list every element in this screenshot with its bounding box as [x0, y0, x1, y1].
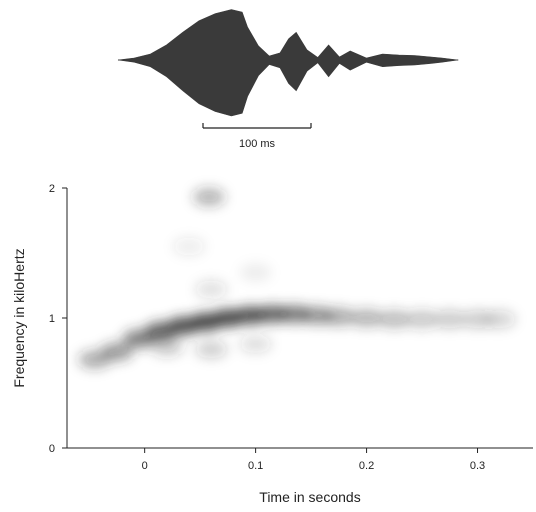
spectrogram-cell	[195, 280, 228, 299]
spectrogram-cell	[483, 310, 516, 329]
waveform-envelope	[117, 9, 459, 117]
spectrogram-cell	[406, 310, 439, 329]
x-ticks: 0 0.1 0.2 0.3	[142, 448, 485, 472]
y-tick-label: 0	[49, 443, 55, 455]
spectrogram-cell	[239, 335, 272, 353]
spectrogram-panel: 0 0.1 0.2 0.3 0 1 2 Time in seconds Frequency…	[11, 183, 533, 505]
spectrogram-cell	[173, 237, 206, 256]
x-axis-title: Time in seconds	[259, 489, 360, 505]
spectrogram-cell	[195, 340, 228, 359]
spectrogram-cell	[193, 188, 226, 207]
scale-bar-label: 100 ms	[239, 138, 276, 150]
y-tick-label: 1	[49, 313, 55, 325]
spectrogram-cell	[461, 310, 494, 329]
spectrogram-cell	[239, 263, 272, 282]
spectrogram-cell	[378, 310, 411, 329]
time-scale-bar: 100 ms	[202, 123, 312, 150]
x-tick-label: 0	[142, 460, 148, 472]
x-tick-label: 0.3	[470, 460, 485, 472]
y-axis-title: Frequency in kiloHertz	[11, 248, 27, 387]
spectrogram-intensity	[78, 188, 516, 369]
waveform-panel: 100 ms	[117, 9, 459, 150]
spectrogram-cell	[100, 342, 133, 361]
spectrogram-cell	[350, 309, 383, 327]
y-tick-label: 2	[49, 183, 55, 195]
x-tick-label: 0.2	[359, 460, 374, 472]
y-ticks: 0 1 2	[49, 183, 67, 455]
spectrogram-cell	[150, 337, 183, 356]
x-tick-label: 0.1	[248, 460, 263, 472]
spectrogram-cell	[256, 305, 289, 324]
spectrogram-cell	[433, 310, 466, 329]
spectrogram-cell	[322, 307, 355, 326]
